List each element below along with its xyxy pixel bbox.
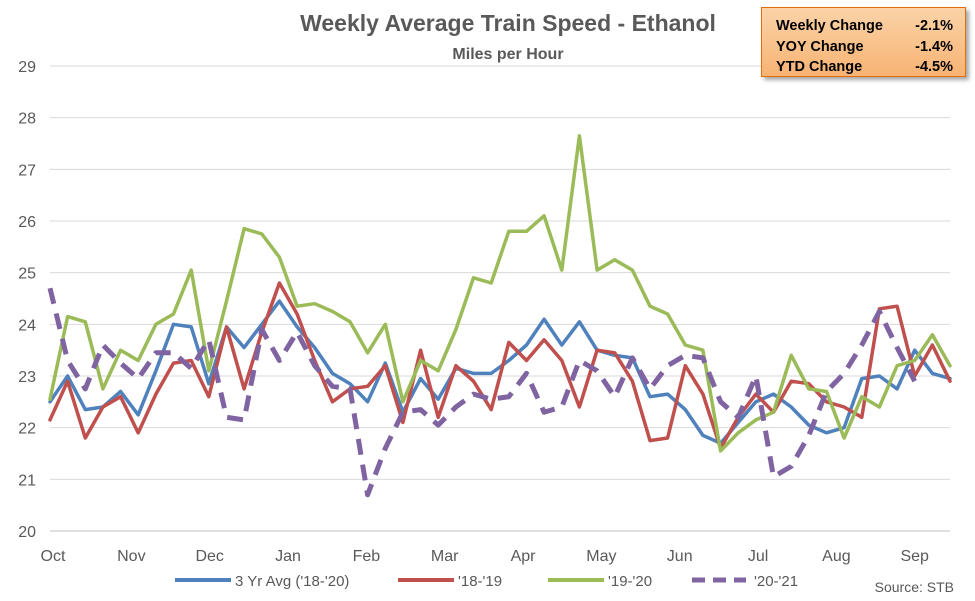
y-tick-label: 23 [18, 369, 36, 386]
y-tick-label: 27 [18, 162, 36, 179]
y-tick-label: 25 [18, 266, 36, 283]
x-tick-label: Jun [667, 548, 693, 565]
y-tick-label: 26 [18, 214, 36, 231]
weekly-change-row: Weekly Change -2.1% [776, 16, 953, 37]
y-tick-label: 21 [18, 472, 36, 489]
x-tick-label: Oct [41, 548, 66, 565]
chart-title: Weekly Average Train Speed - Ethanol [300, 10, 716, 36]
y-tick-label: 22 [18, 421, 36, 438]
y-tick-label: 29 [18, 59, 36, 76]
series-line-3 [47, 287, 917, 498]
x-axis-ticks: Oct Nov Dec Jan Feb Mar Apr May Jun Jul Aug Sep [41, 548, 930, 565]
source-note: Source: STB [875, 579, 954, 595]
ytd-change-row: YTD Change -4.5% [776, 57, 953, 78]
chart-subtitle: Miles per Hour [452, 46, 563, 63]
yoy-change-row: YOY Change -1.4% [776, 37, 953, 58]
legend: 3 Yr Avg ('18-'20) '18-'19 '19-'20 '20-'21 [175, 573, 798, 590]
x-tick-label: May [586, 548, 616, 565]
ytd-change-value: -4.5% [915, 59, 953, 75]
changes-summary-box: Weekly Change -2.1% YOY Change -1.4% YTD… [761, 7, 966, 77]
legend-label-3: '20-'21 [754, 573, 798, 590]
legend-label-0: 3 Yr Avg ('18-'20) [235, 573, 349, 590]
weekly-change-label: Weekly Change [776, 18, 883, 34]
weekly-change-value: -2.1% [915, 18, 953, 34]
series-line-2 [48, 134, 952, 453]
y-tick-label: 28 [18, 111, 36, 128]
x-tick-label: Jul [748, 548, 768, 565]
x-tick-label: Jan [275, 548, 301, 565]
x-tick-label: Aug [822, 548, 850, 565]
x-tick-label: Apr [511, 548, 537, 565]
yoy-change-value: -1.4% [915, 38, 953, 55]
y-tick-label: 24 [18, 317, 36, 334]
series-line-1 [48, 281, 952, 451]
x-tick-label: Feb [353, 548, 381, 565]
gridlines [50, 65, 950, 532]
y-tick-label: 20 [18, 524, 36, 541]
x-tick-label: Dec [195, 548, 223, 565]
legend-label-2: '19-'20 [608, 573, 652, 590]
x-tick-label: Nov [117, 548, 145, 565]
x-tick-label: Mar [431, 548, 459, 565]
yoy-change-label: YOY Change [776, 38, 864, 55]
x-tick-label: Sep [900, 548, 929, 565]
series-lines [47, 134, 952, 498]
y-axis-ticks: 20 21 22 23 24 25 26 27 28 29 [18, 59, 36, 541]
ytd-change-label: YTD Change [776, 59, 863, 75]
legend-label-1: '18-'19 [458, 573, 502, 590]
